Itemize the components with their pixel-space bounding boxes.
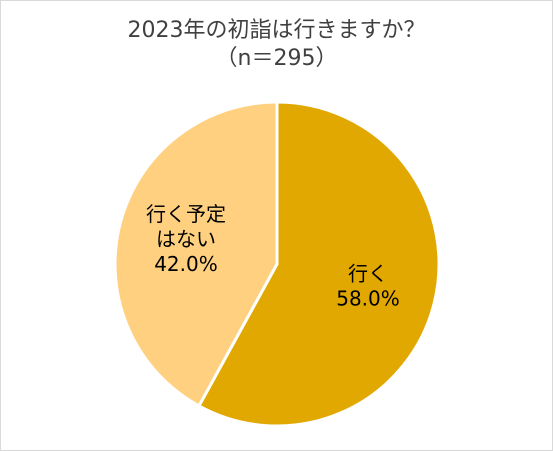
- slice-category-label-1-0: 行く予定: [146, 202, 226, 226]
- pie-slice-1: [113, 100, 279, 408]
- slice-value-label-0: 58.0%: [336, 286, 400, 310]
- chart-title: 2023年の初詣は行きますか？: [127, 18, 426, 43]
- slice-category-label-1-1: はない: [156, 227, 216, 251]
- slice-category-label-0-0: 行く: [348, 261, 388, 285]
- chart-subtitle: （n＝295）: [215, 46, 338, 71]
- pie-slices: [113, 100, 441, 428]
- slice-value-label-1: 42.0%: [154, 252, 218, 276]
- pie-slice-0: [197, 100, 441, 428]
